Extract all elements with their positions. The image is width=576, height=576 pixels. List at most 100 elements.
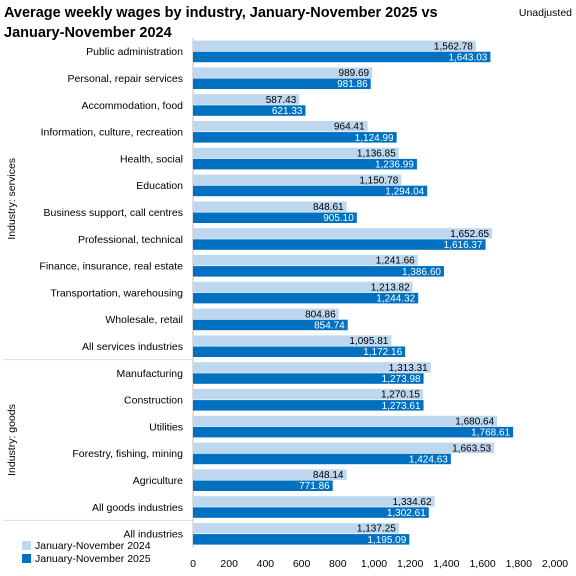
x-tick-label: 1,600 [469,558,495,570]
category-label: Education [136,180,183,192]
legend-label-0: January-November 2024 [35,540,151,552]
data-label-2025: 1,616.37 [444,240,483,251]
chart-note: Unadjusted [519,7,572,19]
bar-2025 [193,185,428,197]
data-label-2024: 848.14 [313,470,344,481]
bar-2024 [193,335,392,346]
category-label: Utilities [149,421,183,433]
category-label: Business support, call centres [44,207,183,219]
data-label-2024: 587.43 [266,95,297,106]
x-tick-label: 0 [190,558,196,570]
data-label-2025: 1,302.61 [387,508,426,519]
group-label-0: Industry: services [6,158,18,240]
data-label-2025: 621.33 [272,106,303,117]
x-tick-label: 200 [220,558,238,570]
data-label-2024: 804.86 [305,309,336,320]
category-label: Public administration [86,46,183,58]
bar-2024 [193,147,399,159]
category-label: All industries [123,529,183,541]
data-label-2024: 964.41 [334,122,365,133]
data-label-2024: 1,150.78 [359,175,398,186]
bar-2025 [193,292,419,304]
data-label-2024: 1,095.81 [349,336,388,347]
legend-swatch-1 [22,554,31,563]
bar-2025 [193,266,444,277]
x-tick-label: 600 [293,558,311,570]
bar-2024 [193,415,498,427]
bar-2025 [193,212,357,223]
data-label-2025: 1,124.99 [355,133,394,144]
plot-area: Industry: services Industry: goods Public … [4,38,568,570]
data-label-2024: 1,652.65 [450,229,489,240]
bar-2024 [193,201,347,212]
category-label: Wholesale, retail [105,314,183,326]
bar-2025 [193,51,491,63]
category-label: Professional, technical [78,234,183,246]
bar-2025 [193,132,397,143]
data-label-2024: 1,663.53 [452,443,491,454]
data-label-2025: 1,294.04 [385,186,424,197]
legend-label-1: January-November 2025 [35,553,151,565]
bar-2024 [193,308,339,320]
data-label-2025: 1,643.03 [448,52,487,63]
x-tick-label: 800 [329,558,347,570]
data-label-2025: 981.86 [337,79,368,90]
category-label: All goods industries [92,502,183,514]
bar-2025 [193,158,417,170]
category-label: All services industries [82,341,183,353]
bar-2025 [193,453,451,465]
data-label-2024: 1,136.85 [357,149,396,160]
bar-2024 [193,121,368,132]
x-tick-label: 1,800 [506,558,532,570]
bar-2024 [193,255,418,266]
bar-2025 [193,78,371,89]
data-label-2025: 1,236.99 [375,160,414,171]
category-label: Accommodation, food [81,100,183,112]
data-label-2025: 1,424.63 [409,454,448,465]
group-label-1: Industry: goods [6,404,18,476]
bar-2025 [193,426,514,438]
data-label-2024: 1,241.66 [376,256,415,267]
data-label-2025: 1,195.09 [367,535,406,546]
bar-2024 [193,389,423,400]
data-label-2025: 1,172.16 [363,347,402,358]
bar-2025 [193,239,486,250]
category-label: Agriculture [133,475,183,487]
bar-2024 [193,281,413,293]
data-label-2024: 1,137.25 [357,524,396,535]
bar-2025 [193,507,429,518]
bar-2024 [193,67,373,78]
bar-2024 [193,442,495,454]
bar-2025 [193,534,410,545]
category-label: Transportation, warehousing [50,287,183,299]
bar-2025 [193,319,348,331]
bar-2025 [193,480,333,491]
data-label-2024: 848.61 [313,202,344,213]
legend-swatch-0 [22,541,31,550]
chart-title-line-1: Average weekly wages by industry, Januar… [4,5,438,21]
bar-2025 [193,105,306,116]
x-tick-label: 1,000 [361,558,387,570]
bar-2024 [193,496,435,507]
data-label-2025: 905.10 [323,213,354,224]
data-label-2025: 1,273.61 [382,401,421,412]
data-label-2024: 989.69 [339,68,370,79]
data-label-2024: 1,270.15 [381,390,420,401]
bar-2025 [193,400,424,411]
category-label: Manufacturing [116,368,183,380]
bar-2025 [193,346,406,357]
bar-2025 [193,373,424,384]
category-label: Forestry, fishing, mining [72,448,183,460]
data-label-2025: 771.86 [299,481,330,492]
data-label-2025: 854.74 [314,320,345,331]
data-label-2025: 1,273.98 [382,374,421,385]
bar-2024 [193,40,476,52]
data-label-2025: 1,244.32 [376,294,415,305]
bar-2024 [193,469,347,480]
x-tick-label: 2,000 [542,558,568,570]
category-label: Finance, insurance, real estate [39,261,183,273]
category-label: Construction [124,395,183,407]
category-label: Health, social [120,153,183,165]
data-label-2024: 1,562.78 [434,41,473,52]
